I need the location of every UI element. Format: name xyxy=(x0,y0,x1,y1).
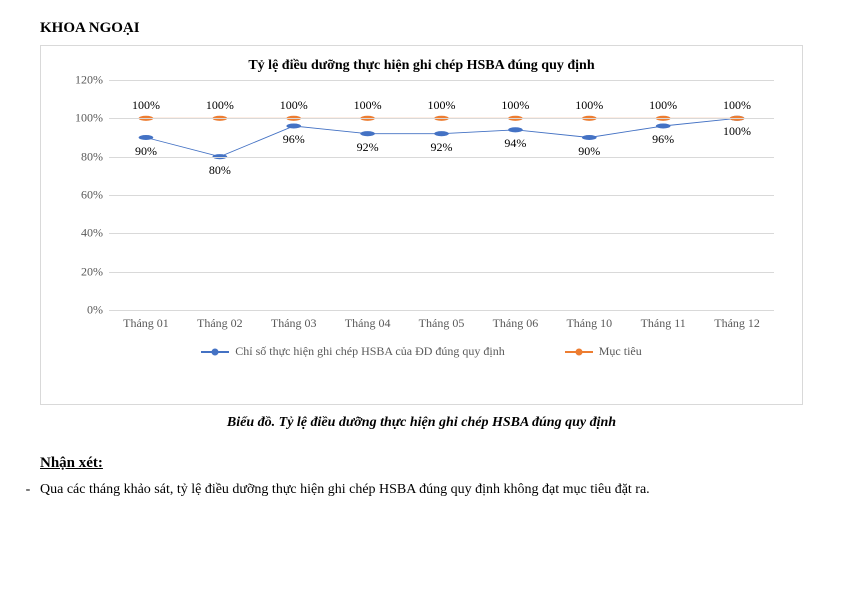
x-tick-label: Tháng 05 xyxy=(405,310,479,340)
y-tick-label: 60% xyxy=(59,188,103,203)
data-label: 100% xyxy=(280,98,308,113)
legend-label: Mục tiêu xyxy=(599,344,642,359)
gridline xyxy=(109,195,774,196)
series-marker xyxy=(139,135,154,140)
x-tick-label: Tháng 10 xyxy=(552,310,626,340)
series-marker xyxy=(582,135,597,140)
x-tick-label: Tháng 01 xyxy=(109,310,183,340)
data-label: 94% xyxy=(504,136,526,151)
gridline xyxy=(109,157,774,158)
comment-heading: Nhận xét: xyxy=(40,455,803,472)
x-tick-label: Tháng 11 xyxy=(626,310,700,340)
gridline xyxy=(109,80,774,81)
legend-item: Chỉ số thực hiện ghi chép HSBA của ĐD đú… xyxy=(201,344,504,359)
series-marker xyxy=(434,131,449,136)
data-label: 100% xyxy=(206,98,234,113)
legend-item: Mục tiêu xyxy=(565,344,642,359)
x-tick-label: Tháng 04 xyxy=(331,310,405,340)
x-tick-label: Tháng 03 xyxy=(257,310,331,340)
data-label: 100% xyxy=(354,98,382,113)
legend-swatch xyxy=(201,346,229,358)
data-label: 100% xyxy=(649,98,677,113)
series-marker xyxy=(656,123,671,128)
x-tick-label: Tháng 02 xyxy=(183,310,257,340)
chart-container: Tỷ lệ điều dưỡng thực hiện ghi chép HSBA… xyxy=(40,45,803,405)
section-title: KHOA NGOẠI xyxy=(40,20,803,37)
data-label: 100% xyxy=(723,98,751,113)
legend-label: Chỉ số thực hiện ghi chép HSBA của ĐD đú… xyxy=(235,344,504,359)
bullet-dash: - xyxy=(16,482,40,498)
x-tick-label: Tháng 06 xyxy=(478,310,552,340)
data-label: 96% xyxy=(652,132,674,147)
data-label: 92% xyxy=(357,140,379,155)
chart-legend: Chỉ số thực hiện ghi chép HSBA của ĐD đú… xyxy=(59,344,784,359)
data-label: 90% xyxy=(135,144,157,159)
y-tick-label: 100% xyxy=(59,111,103,126)
y-tick-label: 120% xyxy=(59,73,103,88)
y-tick-label: 80% xyxy=(59,149,103,164)
comment-bullet-row: - Qua các tháng khảo sát, tỷ lệ điều dưỡ… xyxy=(16,482,803,498)
gridline xyxy=(109,272,774,273)
y-tick-label: 20% xyxy=(59,264,103,279)
data-label: 100% xyxy=(723,124,751,139)
data-label: 100% xyxy=(132,98,160,113)
data-label: 100% xyxy=(575,98,603,113)
comment-text: Qua các tháng khảo sát, tỷ lệ điều dưỡng… xyxy=(40,482,650,498)
data-label: 96% xyxy=(283,132,305,147)
gridline xyxy=(109,118,774,119)
series-marker xyxy=(286,123,301,128)
chart-title: Tỷ lệ điều dưỡng thực hiện ghi chép HSBA… xyxy=(59,58,784,74)
series-marker xyxy=(508,127,523,132)
y-tick-label: 0% xyxy=(59,303,103,318)
series-marker xyxy=(360,131,375,136)
data-label: 100% xyxy=(428,98,456,113)
data-label: 90% xyxy=(578,144,600,159)
y-tick-label: 40% xyxy=(59,226,103,241)
data-label: 92% xyxy=(431,140,453,155)
x-axis: Tháng 01Tháng 02Tháng 03Tháng 04Tháng 05… xyxy=(109,310,774,340)
x-tick-label: Tháng 12 xyxy=(700,310,774,340)
data-label: 100% xyxy=(501,98,529,113)
chart-caption: Biểu đồ. Tỷ lệ điều dưỡng thực hiện ghi … xyxy=(40,415,803,431)
data-label: 80% xyxy=(209,163,231,178)
legend-swatch xyxy=(565,346,593,358)
gridline xyxy=(109,233,774,234)
plot-area: 0%20%40%60%80%100%120%90%80%96%92%92%94%… xyxy=(109,80,774,310)
plot-wrap: 0%20%40%60%80%100%120%90%80%96%92%92%94%… xyxy=(109,80,774,340)
